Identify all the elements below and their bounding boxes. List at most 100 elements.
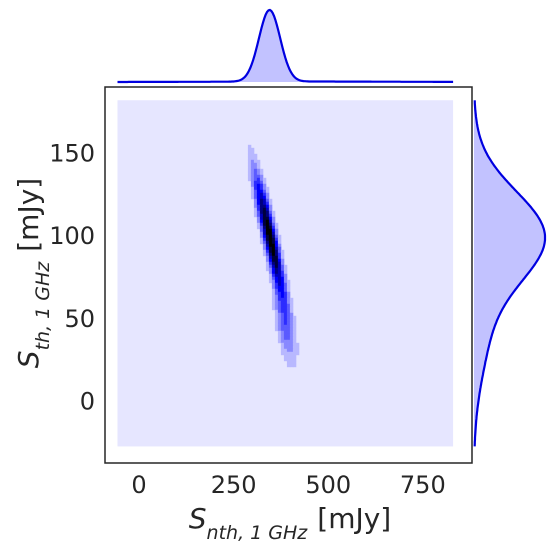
density-contour-cell-377 <box>283 336 288 341</box>
density-contour-cell-292 <box>283 297 288 302</box>
density-contour-cell-168 <box>259 240 264 245</box>
marginal-x-fill <box>117 10 454 82</box>
density-contour-cell-334 <box>292 315 297 320</box>
density-contour-cell-65 <box>265 189 270 194</box>
density-contour-cell-338 <box>283 318 288 323</box>
density-contour-cell-264 <box>271 285 276 290</box>
density-contour-cell-159 <box>274 234 279 239</box>
density-contour-cell-29 <box>250 171 255 176</box>
density-contour-cell-78 <box>253 198 258 203</box>
density-contour-cell-1 <box>247 147 252 152</box>
density-contour-cell-195 <box>265 252 270 257</box>
density-contour-cell-270 <box>271 288 276 293</box>
density-contour-cell-304 <box>277 303 282 308</box>
density-contour-cell-23 <box>247 168 252 173</box>
density-contour-cell-188 <box>265 249 270 254</box>
density-contour-cell-262 <box>283 282 288 287</box>
density-contour-cell-300 <box>286 300 291 305</box>
density-contour-cell-219 <box>265 264 270 269</box>
y-tick-label-100: 100 <box>49 222 95 250</box>
density-contour-cell-2 <box>250 147 255 152</box>
density-contour-cell-33 <box>247 174 252 179</box>
density-contour-cell-126 <box>268 219 273 224</box>
marginal-y-fill <box>474 100 545 447</box>
density-contour-cell-190 <box>271 249 276 254</box>
density-contour-cell-177 <box>268 243 273 248</box>
density-contour-cell-151 <box>268 231 273 236</box>
density-contour-cell-182 <box>265 246 270 251</box>
density-contour-cell-414 <box>292 354 297 359</box>
density-contour-cell-87 <box>262 201 267 206</box>
density-contour-cell-394 <box>283 345 288 350</box>
density-contour-cell-246 <box>271 276 276 281</box>
density-contour-cell-378 <box>286 336 291 341</box>
joint-plot-frame <box>104 86 473 464</box>
x-tick-label-500: 500 <box>305 471 351 499</box>
density-contour-cell-24 <box>250 168 255 173</box>
density-contour-cell-143 <box>262 228 267 233</box>
density-contour-cell-105 <box>262 210 267 215</box>
density-contour-cell-326 <box>286 312 291 317</box>
density-contour-cell-172 <box>271 240 276 245</box>
density-contour-cell-43 <box>262 177 267 182</box>
density-contour-cell-248 <box>277 276 282 281</box>
density-contour-cell-265 <box>274 285 279 290</box>
density-contour-cell-148 <box>259 231 264 236</box>
density-contour-cell-186 <box>277 246 282 251</box>
density-contour-cell-130 <box>262 222 267 227</box>
density-contour-cell-113 <box>265 213 270 218</box>
density-contour-cell-10 <box>253 156 258 161</box>
density-contour-cell-110 <box>256 213 261 218</box>
density-contour-cell-9 <box>250 156 255 161</box>
density-contour-cell-34 <box>250 174 255 179</box>
density-contour-cell-358 <box>280 327 285 332</box>
density-contour-cell-324 <box>280 312 285 317</box>
density-contour-cell-363 <box>277 330 282 335</box>
density-contour-cell-412 <box>286 354 291 359</box>
density-contour-cell-384 <box>286 339 291 344</box>
density-contour-cell-235 <box>274 270 279 275</box>
density-contour-cell-202 <box>268 255 273 260</box>
density-contour-cell-258 <box>271 282 276 287</box>
density-contour-cell-329 <box>277 315 282 320</box>
density-contour-cell-406 <box>283 351 288 356</box>
density-contour-cell-371 <box>283 333 288 338</box>
density-contour-cell-99 <box>262 207 267 212</box>
x-axis-symbol: S <box>189 502 207 535</box>
density-contour-cell-157 <box>268 234 273 239</box>
density-contour-cell-398 <box>295 345 300 350</box>
density-contour-cell-404 <box>295 348 300 353</box>
density-contour-cell-407 <box>286 351 291 356</box>
density-contour-cell-309 <box>271 306 276 311</box>
density-contour-cell-193 <box>280 249 285 254</box>
density-contour-cell-362 <box>292 327 297 332</box>
density-contour-cell-58 <box>262 186 267 191</box>
density-contour-cell-169 <box>262 240 267 245</box>
density-contour-cell-261 <box>280 282 285 287</box>
density-contour-cell-115 <box>271 213 276 218</box>
density-contour-cell-102 <box>253 210 258 215</box>
density-contour-cell-279 <box>280 291 285 296</box>
density-contour-cell-210 <box>274 258 279 263</box>
marginal-x-density <box>117 8 454 84</box>
density-contour-cell-127 <box>271 219 276 224</box>
density-contour-cell-303 <box>274 303 279 308</box>
density-contour-cell-191 <box>274 249 279 254</box>
density-contour-cell-244 <box>283 273 288 278</box>
density-contour-cell-273 <box>280 288 285 293</box>
density-contour-cell-287 <box>286 294 291 299</box>
density-contour-cell-117 <box>259 216 264 221</box>
density-contour-cell-160 <box>277 234 282 239</box>
density-contour-cell-240 <box>271 273 276 278</box>
density-contour-cell-72 <box>250 195 255 200</box>
density-contour-cell-386 <box>292 339 297 344</box>
density-contour-cell-83 <box>268 198 273 203</box>
density-contour-cell-234 <box>271 270 276 275</box>
density-contour-cell-241 <box>274 273 279 278</box>
density-contour-cell-132 <box>268 222 273 227</box>
density-contour-cell-35 <box>253 174 258 179</box>
density-contour-cell-121 <box>271 216 276 221</box>
density-contour-cell-11 <box>247 159 252 164</box>
density-contour-cell-67 <box>253 192 258 197</box>
density-contour-cell-214 <box>268 261 273 266</box>
